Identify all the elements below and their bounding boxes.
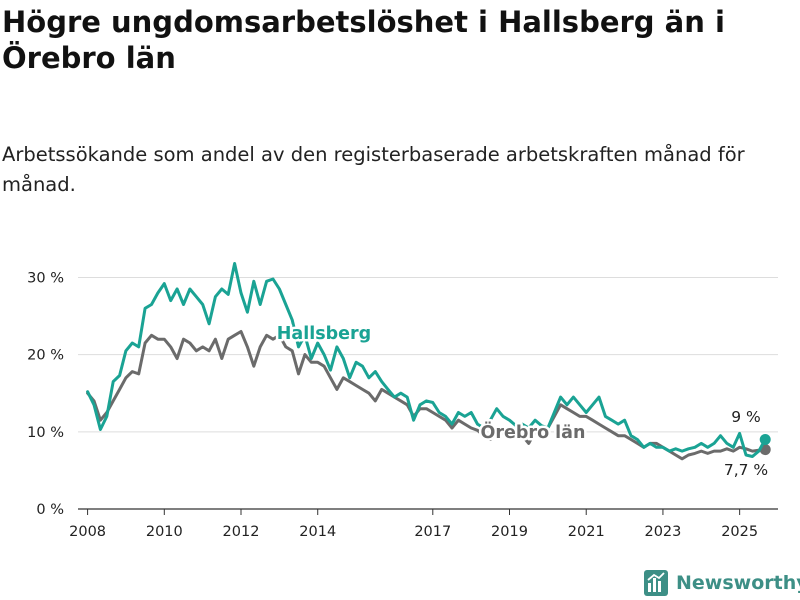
newsworthy-logo-text: Newsworthy (676, 572, 800, 594)
series-end-value-label: 9 % (731, 408, 761, 426)
x-tick-label: 2017 (414, 524, 451, 540)
series-name-halo: Örebro län (481, 421, 586, 443)
series-line-hallsberg (86, 262, 767, 458)
series-end-value-label: 7,7 % (724, 461, 768, 479)
x-tick-label: 2019 (491, 524, 528, 540)
chart-title: Högre ungdomsarbetslöshet i Hallsberg än… (2, 5, 725, 75)
series-line-orebro-lan (86, 330, 767, 461)
x-axis: 2008 2010 2012 2014 2017 2019 2021 2023 2025 (69, 509, 758, 540)
y-tick-label: 0 % (36, 502, 64, 518)
x-tick-label: 2025 (721, 524, 758, 540)
series-lines (86, 262, 771, 461)
chart-subtitle: Arbetssökande som andel av den registerb… (2, 143, 745, 196)
series-name-label: Hallsberg (277, 324, 371, 344)
x-tick-label: 2023 (644, 524, 681, 540)
y-tick-label: 10 % (27, 425, 64, 441)
x-tick-label: 2012 (223, 524, 260, 540)
x-tick-label: 2021 (568, 524, 605, 540)
x-tick-label: 2008 (69, 524, 106, 540)
series-end-point (759, 434, 771, 446)
x-tick-label: 2014 (299, 524, 336, 540)
gridlines (78, 276, 778, 510)
line-chart: 0 % 10 % 20 % 30 % 2008 2010 2012 2014 2017 2019… (27, 262, 778, 540)
y-tick-label: 20 % (27, 348, 64, 364)
series-name-label: Örebro län (481, 421, 586, 443)
series-name-halo: Hallsberg (277, 324, 371, 344)
newsworthy-logo-icon (644, 570, 668, 596)
x-tick-label: 2010 (146, 524, 183, 540)
newsworthy-logo: Newsworthy (644, 568, 800, 598)
y-axis-tick-labels: 0 % 10 % 20 % 30 % (27, 270, 64, 518)
y-tick-label: 30 % (27, 270, 64, 286)
